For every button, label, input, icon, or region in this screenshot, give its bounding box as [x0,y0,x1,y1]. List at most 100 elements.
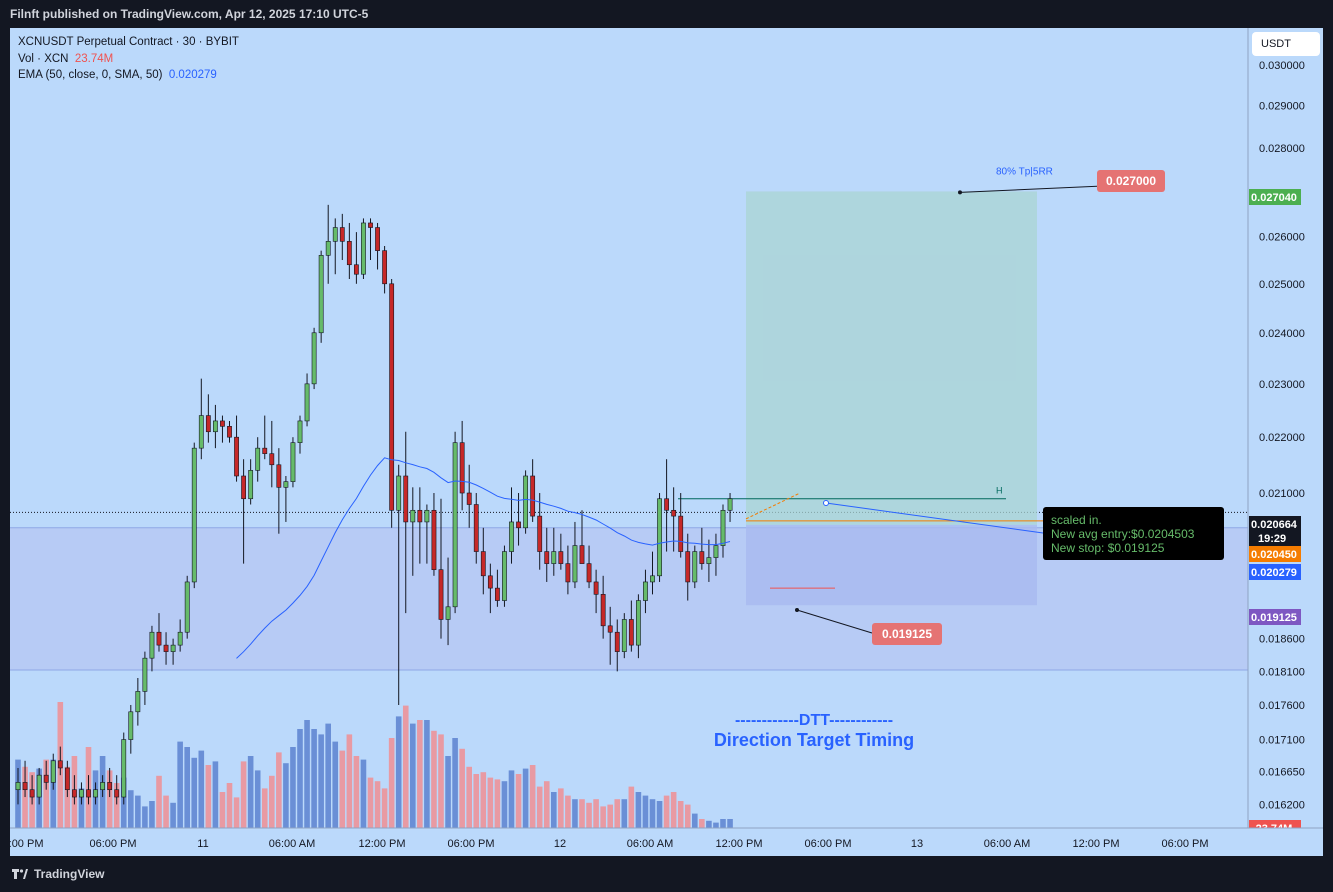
candle-body [530,475,536,517]
volume-bar [551,792,557,828]
candle [452,431,458,614]
candle-body [114,789,120,798]
candle [628,600,634,652]
tradingview-logo[interactable]: TradingView [12,856,104,892]
candle-body [22,782,28,791]
candle-body [487,575,493,589]
volume-bar [727,819,733,828]
position-tool[interactable] [678,191,1047,606]
x-tick-label: 06:00 AM [627,838,673,850]
volume-bar [43,759,49,828]
y-tick-label: 0.018600 [1259,634,1305,646]
candle-body [389,283,395,511]
candle-body [198,415,204,449]
candle-body [593,581,599,595]
candle-body [142,657,148,692]
candle-body [43,774,49,783]
candle [248,459,254,505]
volume-bar [163,795,169,828]
candle-body [100,782,105,791]
candle-body [657,498,662,577]
volume-bar [325,723,331,828]
candle-body [255,447,261,471]
candle-body [410,509,416,523]
chart-area[interactable]: H 80% Tp|5RR 0.027000 0.019125 scaled in. New… [3,28,1323,856]
candle [720,504,726,558]
price-label-box [1249,564,1301,580]
candle-body [227,426,232,438]
volume-bar [205,765,212,828]
x-tick-label: 06:00 PM [1161,838,1208,850]
chart-legend: XCNUSDT Perpetual Contract · 30 · BYBIT … [18,34,239,84]
candle [332,218,338,275]
candle [431,493,437,576]
tradingview-logo-icon [12,869,28,879]
candle-body [720,509,726,546]
candle-body [375,227,380,251]
h-marker: H [996,486,1003,496]
volume-bar [226,783,233,828]
price-bands [10,511,1248,671]
volume-bar [572,799,578,828]
volume-bars [15,702,733,828]
note-callout-line [825,502,1044,534]
candle [466,464,472,528]
currency-button[interactable]: USDT [1252,32,1320,56]
candle [586,545,592,589]
volume-bar [128,790,134,828]
volume-bar [402,705,409,828]
candle [276,448,282,534]
candle-body [727,498,733,511]
legend-ema[interactable]: EMA (50, close, 0, SMA, 50) 0.020279 [18,67,239,84]
candle-body [191,447,197,583]
volume-bar [501,781,508,828]
footer-bar: TradingView [0,856,1333,892]
candle [79,782,84,805]
volume-bar [318,734,324,828]
legend-volume-label: Vol · XCN [18,52,69,65]
candle [135,678,141,726]
legend-symbol[interactable]: XCNUSDT Perpetual Contract · 30 · BYBIT [18,36,239,48]
target-label: 0.027000 [1106,174,1156,188]
candle [311,327,317,390]
legend-volume-value: 23.74M [74,52,114,65]
price-label-sub: 19:29 [1258,533,1286,545]
time-axis[interactable]: 2:00 PM 06:00 PM 11 06:00 AM 12:00 PM 06:00 P… [3,827,1323,856]
candle-body [50,760,56,783]
legend-volume[interactable]: Vol · XCN 23.74M [18,51,239,68]
candle-body [565,563,571,583]
stop-callout-dot [795,608,799,612]
watermark-line2: Direction Target Timing [714,730,914,750]
volume-bar [720,819,726,828]
volume-bar [22,766,28,828]
volume-bar [494,779,501,828]
target-zone [746,191,1037,525]
volume-bar [64,766,71,828]
candle [699,527,705,570]
candle [579,510,585,564]
candle [86,775,91,805]
volume-bar [149,801,155,828]
volume-bar [339,750,346,828]
volume-bar [677,801,684,828]
volume-bar [212,761,219,828]
candle-body [551,551,557,564]
candle [572,521,578,589]
candle-body [368,222,373,228]
candle [537,493,543,570]
x-tick-label: 06:00 PM [804,838,851,850]
volume-bar [332,741,339,828]
candle [22,760,28,798]
price-axis[interactable]: 0.030000 0.029000 0.028000 0.026000 0.025000… [1247,28,1305,836]
volume-bar [198,750,205,828]
volume-bar [579,799,585,828]
price-label: 0.020450 [1251,549,1297,561]
volume-bar [635,792,642,828]
volume-bar [78,788,85,828]
candle [191,442,197,589]
candle-body [459,442,465,494]
volume-bar [135,795,141,828]
candle-body [452,442,458,608]
volume-bar [261,788,268,828]
